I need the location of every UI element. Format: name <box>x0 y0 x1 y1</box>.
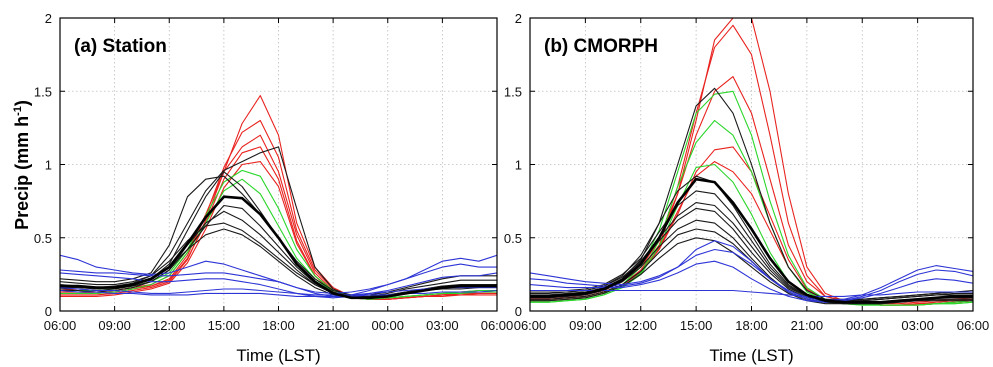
y-axis-label-close: ) <box>12 100 32 106</box>
y-tick-label: 1.5 <box>34 84 52 99</box>
x-axis-label: Time (LST) <box>709 346 793 365</box>
y-tick-label: 0.5 <box>34 231 52 246</box>
panel-title: (a) Station <box>74 36 167 57</box>
x-tick-label: 21:00 <box>791 318 824 333</box>
series-line-blue <box>530 248 973 302</box>
y-tick-label: 1 <box>515 158 522 173</box>
x-tick-label: 03:00 <box>901 318 934 333</box>
y-tick-label: 1 <box>45 158 52 173</box>
y-tick-label: 2 <box>515 11 522 26</box>
x-tick-label: 21:00 <box>317 318 350 333</box>
series-group <box>530 18 973 306</box>
x-tick-label: 03:00 <box>426 318 459 333</box>
series-line-blue <box>530 289 973 297</box>
x-tick-label: 09:00 <box>98 318 131 333</box>
series-line-green <box>530 119 973 306</box>
y-tick-label: 1.5 <box>504 84 522 99</box>
x-tick-label: 06:00 <box>957 318 990 333</box>
series-line-mean <box>60 195 497 300</box>
x-tick-label: 00:00 <box>846 318 879 333</box>
series-group <box>60 95 497 300</box>
x-tick-label: 06:00 <box>44 318 77 333</box>
x-tick-label: 09:00 <box>569 318 602 333</box>
panel-title: (b) CMORPH <box>544 36 658 57</box>
series-line-green <box>60 178 497 300</box>
x-tick-label: 15:00 <box>208 318 241 333</box>
y-tick-label: 0 <box>45 304 52 319</box>
series-line-blue <box>60 263 497 294</box>
y-tick-label: 0 <box>515 304 522 319</box>
x-tick-label: 06:00 <box>514 318 547 333</box>
y-axis-label-superscript: -1 <box>12 106 24 116</box>
x-tick-label: 00:00 <box>371 318 404 333</box>
x-axis-label: Time (LST) <box>236 346 320 365</box>
series-line-black <box>530 237 973 305</box>
series-line-blue <box>60 272 497 299</box>
x-tick-label: 12:00 <box>153 318 186 333</box>
series-line-blue <box>60 287 497 296</box>
x-tick-label: 12:00 <box>624 318 657 333</box>
x-tick-label: 15:00 <box>680 318 713 333</box>
series-line-green <box>530 163 973 306</box>
series-line-mean <box>530 177 973 304</box>
y-axis-label-main: Precip (mm h <box>12 116 32 230</box>
y-tick-label: 2 <box>45 11 52 26</box>
panel-station: 06:00 09:00 12:00 15:00 18:00 21:00 00:00 03:00… <box>34 11 513 365</box>
series-line-black <box>60 222 497 297</box>
panel-cmorph: 06:00 09:00 12:00 15:00 18:00 21:00 00:00 03:00… <box>504 11 989 365</box>
x-tick-label: 18:00 <box>735 318 768 333</box>
x-tick-label: 18:00 <box>262 318 295 333</box>
series-line-blue <box>530 240 973 303</box>
y-axis-label: Precip (mm h-1) <box>12 100 32 230</box>
series-line-blue <box>60 289 497 297</box>
x-tick-label: 06:00 <box>481 318 514 333</box>
y-tick-label: 0.5 <box>504 231 522 246</box>
